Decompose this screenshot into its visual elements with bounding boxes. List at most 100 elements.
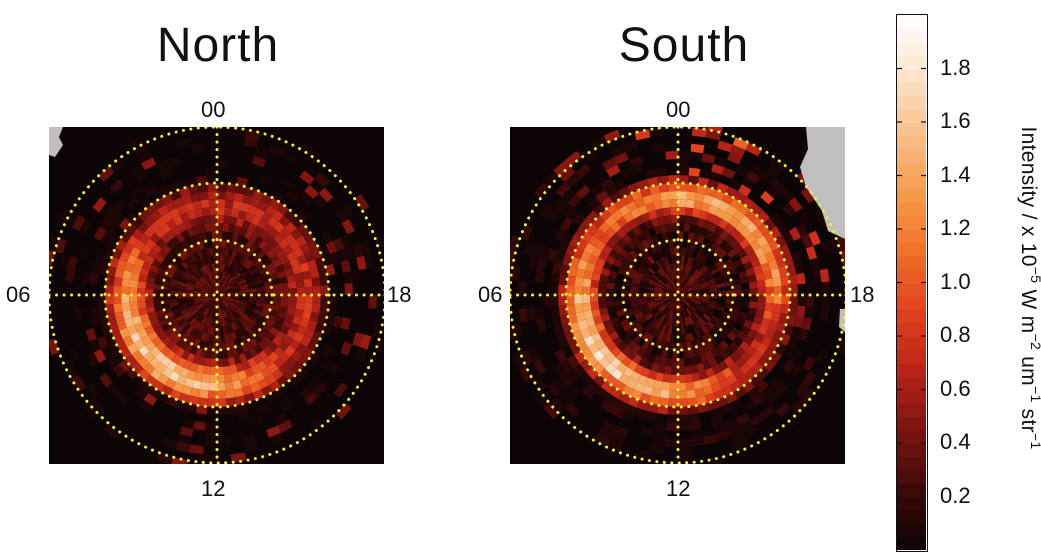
north-cell — [289, 374, 302, 387]
south-cell — [595, 190, 610, 204]
south-cell — [750, 257, 761, 268]
north-cell — [217, 247, 222, 256]
south-cell — [512, 352, 526, 370]
south-cell — [671, 326, 676, 335]
north-cell — [201, 296, 210, 300]
south-cell — [610, 405, 624, 419]
south-cell — [647, 266, 656, 275]
north-cell — [178, 186, 191, 198]
north-cell — [203, 308, 209, 316]
north-cell — [202, 454, 217, 463]
north-cell — [249, 315, 259, 323]
north-cell — [120, 230, 132, 243]
south-cell — [694, 387, 705, 398]
south-cell — [553, 363, 567, 378]
north-cell — [180, 320, 189, 329]
north-cell — [319, 275, 329, 286]
south-cell — [728, 179, 742, 192]
north-cell — [247, 222, 257, 233]
north-cell — [281, 399, 295, 413]
north-cell — [241, 313, 250, 321]
south-cell — [730, 198, 743, 210]
south-cell — [678, 291, 686, 295]
north-cell — [154, 253, 165, 263]
north-cell — [171, 457, 188, 464]
north-cell — [279, 255, 290, 265]
south-cell — [726, 263, 736, 272]
south-cell — [713, 389, 726, 401]
south-cell — [658, 304, 666, 311]
north-cell — [221, 281, 227, 289]
south-cell — [573, 212, 587, 227]
north-cell — [212, 295, 217, 302]
south-cell — [680, 302, 685, 310]
north-cell — [273, 346, 285, 358]
north-cell — [265, 204, 277, 217]
south-cell — [546, 382, 562, 398]
south-cell — [690, 314, 697, 323]
north-cell — [265, 263, 275, 272]
south-cell — [674, 295, 678, 303]
north-cell — [258, 350, 269, 361]
south-cell — [619, 331, 629, 342]
north-cell — [230, 372, 240, 382]
north-cell — [281, 177, 295, 191]
south-cell — [656, 347, 664, 357]
south-cell — [736, 264, 746, 274]
south-cell — [659, 191, 670, 201]
north-cell — [175, 232, 185, 243]
north-cell — [226, 232, 234, 241]
north-cell — [200, 324, 207, 333]
south-cell — [593, 203, 606, 216]
south-cell — [714, 354, 724, 365]
north-cell — [248, 297, 257, 302]
south-cell — [687, 307, 694, 315]
north-cell — [221, 231, 229, 240]
north-cell — [161, 244, 172, 254]
south-cell — [669, 271, 674, 280]
south-cell — [664, 215, 672, 225]
south-cell — [709, 288, 718, 293]
south-cell — [680, 255, 685, 264]
south-cell — [615, 327, 626, 337]
north-cell — [230, 313, 238, 322]
north-cell — [247, 374, 258, 386]
north-cell — [147, 249, 158, 259]
north-cell — [210, 302, 215, 310]
south-cell — [600, 399, 614, 413]
south-cell — [577, 319, 588, 331]
south-cell — [672, 295, 678, 302]
north-cell — [227, 266, 233, 275]
north-cell — [224, 373, 233, 383]
north-cell — [279, 351, 291, 363]
north-cell — [108, 256, 120, 269]
north-cell — [249, 347, 259, 358]
north-cell — [237, 305, 246, 311]
south-cell — [566, 207, 580, 222]
south-cell — [602, 157, 618, 171]
south-cell — [534, 270, 545, 284]
south-cell — [720, 327, 731, 337]
south-cell — [678, 295, 685, 301]
south-cell — [708, 300, 718, 306]
north-cell — [161, 258, 172, 267]
south-cell — [775, 402, 792, 418]
north-cell — [171, 274, 181, 282]
south-cell — [768, 319, 779, 331]
south-cell — [620, 411, 635, 423]
south-cell — [680, 280, 685, 288]
north-cell — [244, 308, 254, 315]
north-cell — [211, 318, 215, 327]
north-cell — [154, 351, 166, 363]
north-lt-12: 12 — [201, 476, 226, 501]
north-cell — [113, 276, 123, 287]
south-cell — [554, 227, 568, 241]
north-cell — [294, 272, 304, 282]
north-cell — [139, 313, 150, 323]
south-cell — [705, 350, 714, 361]
north-cell — [173, 382, 185, 393]
south-cell — [669, 199, 678, 208]
north-cell — [181, 194, 193, 205]
north-cell — [185, 297, 194, 301]
north-cell — [211, 231, 217, 240]
